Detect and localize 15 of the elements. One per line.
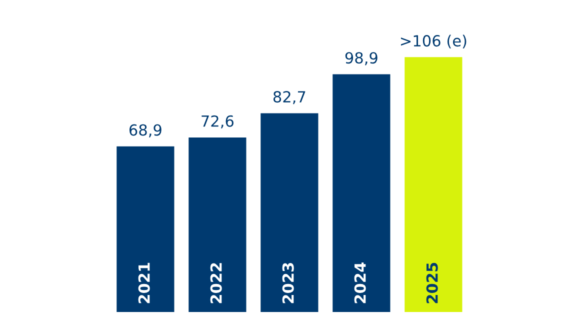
data-label: 72,6 bbox=[202, 115, 234, 128]
data-label: 82,7 bbox=[273, 91, 306, 104]
bar bbox=[404, 57, 462, 312]
x-tick-label: 2023 bbox=[282, 263, 294, 304]
x-tick-label: 2024 bbox=[354, 262, 366, 304]
bar bbox=[332, 74, 390, 312]
x-tick-label: 2025 bbox=[426, 262, 438, 304]
x-tick-label: 2021 bbox=[138, 262, 150, 304]
bar bbox=[116, 146, 174, 312]
data-label: 98,9 bbox=[345, 52, 378, 66]
bar bbox=[260, 113, 318, 312]
data-label: >106 (e) bbox=[400, 34, 466, 48]
bar bbox=[188, 137, 246, 312]
data-label: 68,9 bbox=[130, 124, 162, 138]
x-tick-label: 2022 bbox=[210, 263, 222, 304]
